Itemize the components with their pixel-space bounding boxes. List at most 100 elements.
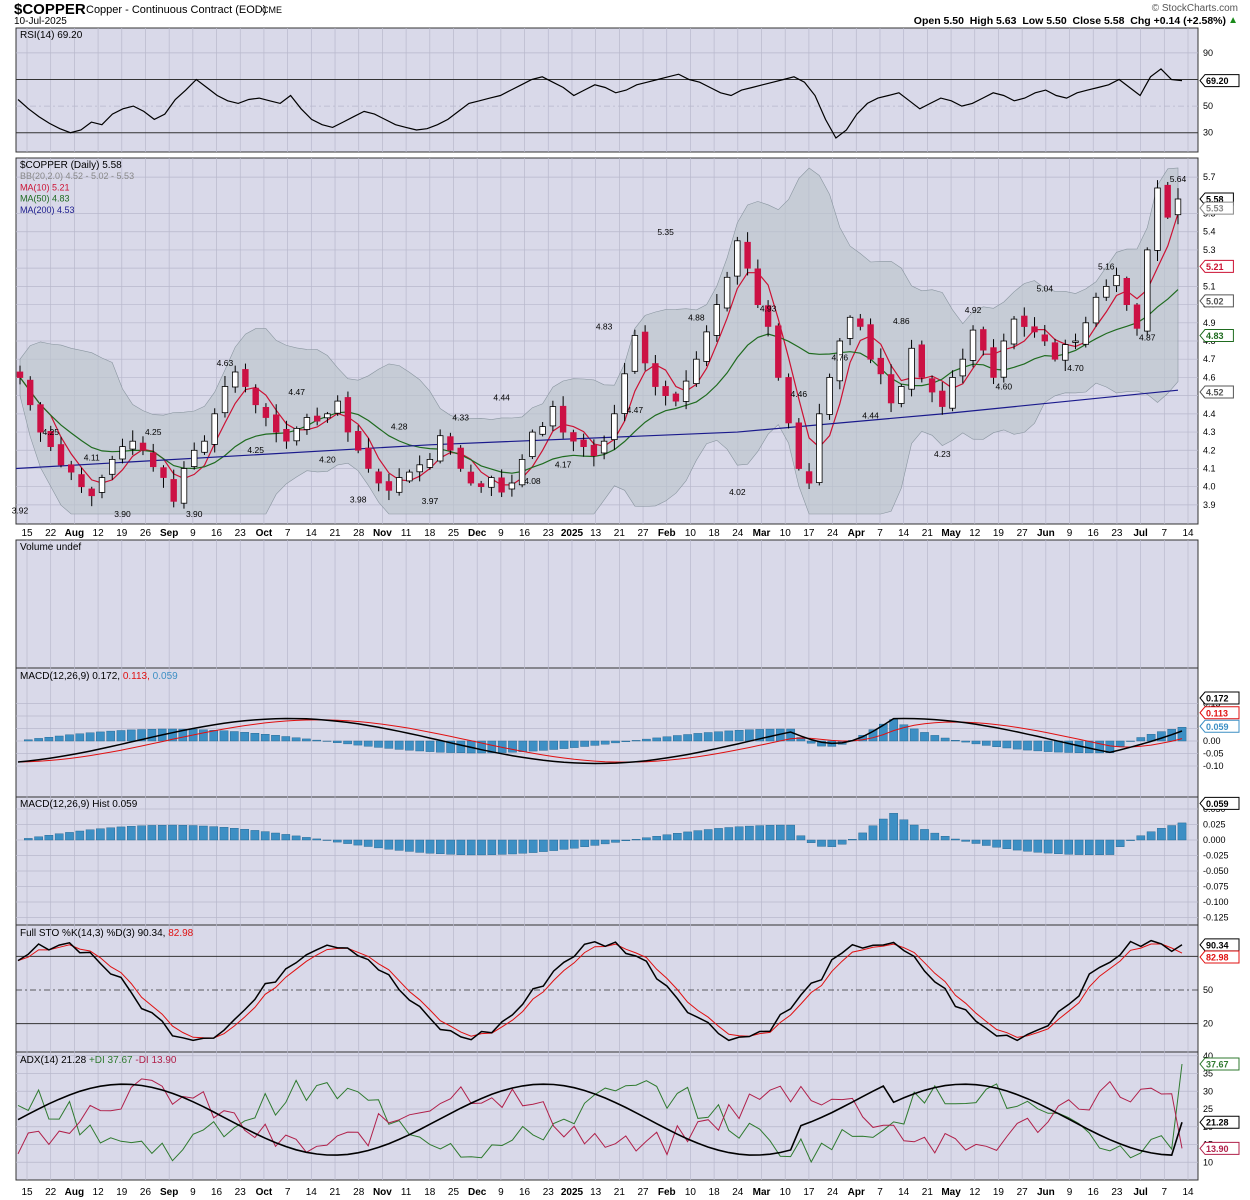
candle-body (734, 240, 741, 277)
candle-body (529, 431, 536, 458)
hist-bar (188, 825, 198, 841)
x-tick-label: 7 (285, 1187, 291, 1198)
hist-bar (662, 834, 672, 841)
hist-bar (1105, 839, 1115, 855)
panel-rsi (15, 27, 1199, 153)
x-tick-label: 2025 (561, 1187, 584, 1198)
x-tick-label: 24 (732, 1187, 744, 1198)
hist-bar (219, 827, 229, 841)
macd-hist-bar (1095, 740, 1104, 754)
macd-hist-bar (281, 736, 291, 742)
hist-bar (1023, 839, 1032, 852)
watermark[interactable]: © StockCharts.com (1151, 3, 1238, 14)
candle-body (969, 329, 977, 361)
hist-tick-label: -0.075 (1203, 882, 1229, 892)
hist-bar (1177, 822, 1187, 841)
macd-hist-bar (600, 740, 610, 745)
hist-bar (436, 839, 445, 855)
macd-hist-bar (106, 730, 115, 742)
x-tick-label: 21 (614, 528, 626, 539)
hist-bar (353, 839, 363, 846)
candle-body (1072, 340, 1079, 343)
price-tick-label: 4.9 (1203, 318, 1216, 328)
hist-bar (157, 825, 167, 841)
x-tick-label: 14 (898, 1187, 910, 1198)
hist-bar (106, 827, 115, 841)
hist-bar (384, 839, 394, 850)
candle-body (836, 340, 843, 382)
adx-line (17, 1083, 1183, 1156)
price-legend-1: BB(20,2.0) 4.52 - 5.02 - 5.53 (20, 171, 134, 181)
macd-hist-bar (559, 740, 569, 749)
price-legend-3: MA(50) 4.83 (20, 194, 70, 204)
price-callout: 5.35 (657, 227, 674, 237)
macd-hist-bar (405, 740, 414, 751)
x-tick-label: 19 (993, 528, 1005, 539)
price-tag-3: 5.02 (1206, 296, 1224, 306)
macd-signal-line (17, 719, 1183, 763)
hist-bar (621, 839, 631, 842)
macd-hist-bar (518, 740, 528, 752)
x-tick-label: 16 (211, 1187, 223, 1198)
x-tick-label: 9 (1067, 1187, 1073, 1198)
hist-bar (446, 839, 455, 855)
macd-hist-bar (1177, 727, 1187, 742)
adx-tick-label: 30 (1203, 1086, 1213, 1096)
sto-tick-label: 50 (1203, 985, 1213, 995)
hist-bar (302, 837, 311, 841)
candle-body (559, 405, 567, 433)
macd-hist-bar (302, 738, 311, 742)
hist-bar (673, 833, 682, 841)
x-tick-label: 12 (969, 528, 981, 539)
hist-bar (147, 825, 157, 841)
hist-bar (291, 835, 301, 841)
x-tick-label: 7 (1162, 528, 1168, 539)
macd-hist-bar (909, 728, 919, 742)
x-tick-label: 23 (235, 528, 247, 539)
macd-tick-label: 0.00 (1203, 736, 1221, 746)
price-legend-4: MA(200) 4.53 (20, 205, 75, 215)
rsi-tick-label: 30 (1203, 128, 1213, 138)
macd-hist-bar (683, 734, 692, 742)
hist-bar (487, 839, 497, 855)
x-tick-label: 21 (922, 1187, 934, 1198)
macd-hist-bar (147, 729, 157, 742)
candle-body (57, 444, 65, 466)
x-tick-label: 12 (969, 1187, 981, 1198)
x-tick-label: 7 (877, 528, 883, 539)
x-tick-label: Oct (256, 528, 273, 539)
adx-tag-0-box (1199, 1057, 1240, 1071)
price-callout: 5.16 (1098, 261, 1115, 271)
candle-body (662, 386, 669, 397)
candle-body (1051, 342, 1059, 360)
x-tick-label: 16 (1088, 1187, 1100, 1198)
macd-hist-bar (1043, 740, 1053, 752)
price-legend-2: MA(10) 5.21 (20, 182, 70, 192)
price-tag-5: 4.52 (1206, 387, 1224, 397)
macd-hist-bar (250, 733, 260, 742)
candle-body (109, 458, 116, 475)
x-tick-label: 11 (401, 528, 412, 539)
macd-tag-0: 0.172 (1206, 694, 1229, 704)
x-tick-label: 19 (993, 1187, 1005, 1198)
x-tick-label: 27 (637, 1187, 649, 1198)
hist-bar (405, 839, 414, 852)
candle-body (641, 331, 649, 364)
candle-body (887, 374, 895, 404)
macd-hist-bar (343, 740, 352, 745)
x-tick-label: Aug (65, 528, 84, 539)
candle-body (467, 471, 475, 484)
macd-hist-bar (1033, 740, 1043, 752)
hist-bar (992, 839, 1001, 848)
candle-body (939, 390, 946, 407)
x-tick-label: 26 (140, 1187, 152, 1198)
macd-hist-bar (126, 729, 136, 742)
macd-hist-bar (580, 740, 589, 747)
hist-tag-box (1199, 796, 1240, 810)
hist-bar (1136, 835, 1146, 841)
price-callout: 4.02 (729, 487, 746, 497)
candle-body (1164, 184, 1171, 218)
price-callout: 4.20 (319, 454, 336, 464)
candle-body (775, 325, 782, 378)
candle-body (1103, 285, 1110, 298)
